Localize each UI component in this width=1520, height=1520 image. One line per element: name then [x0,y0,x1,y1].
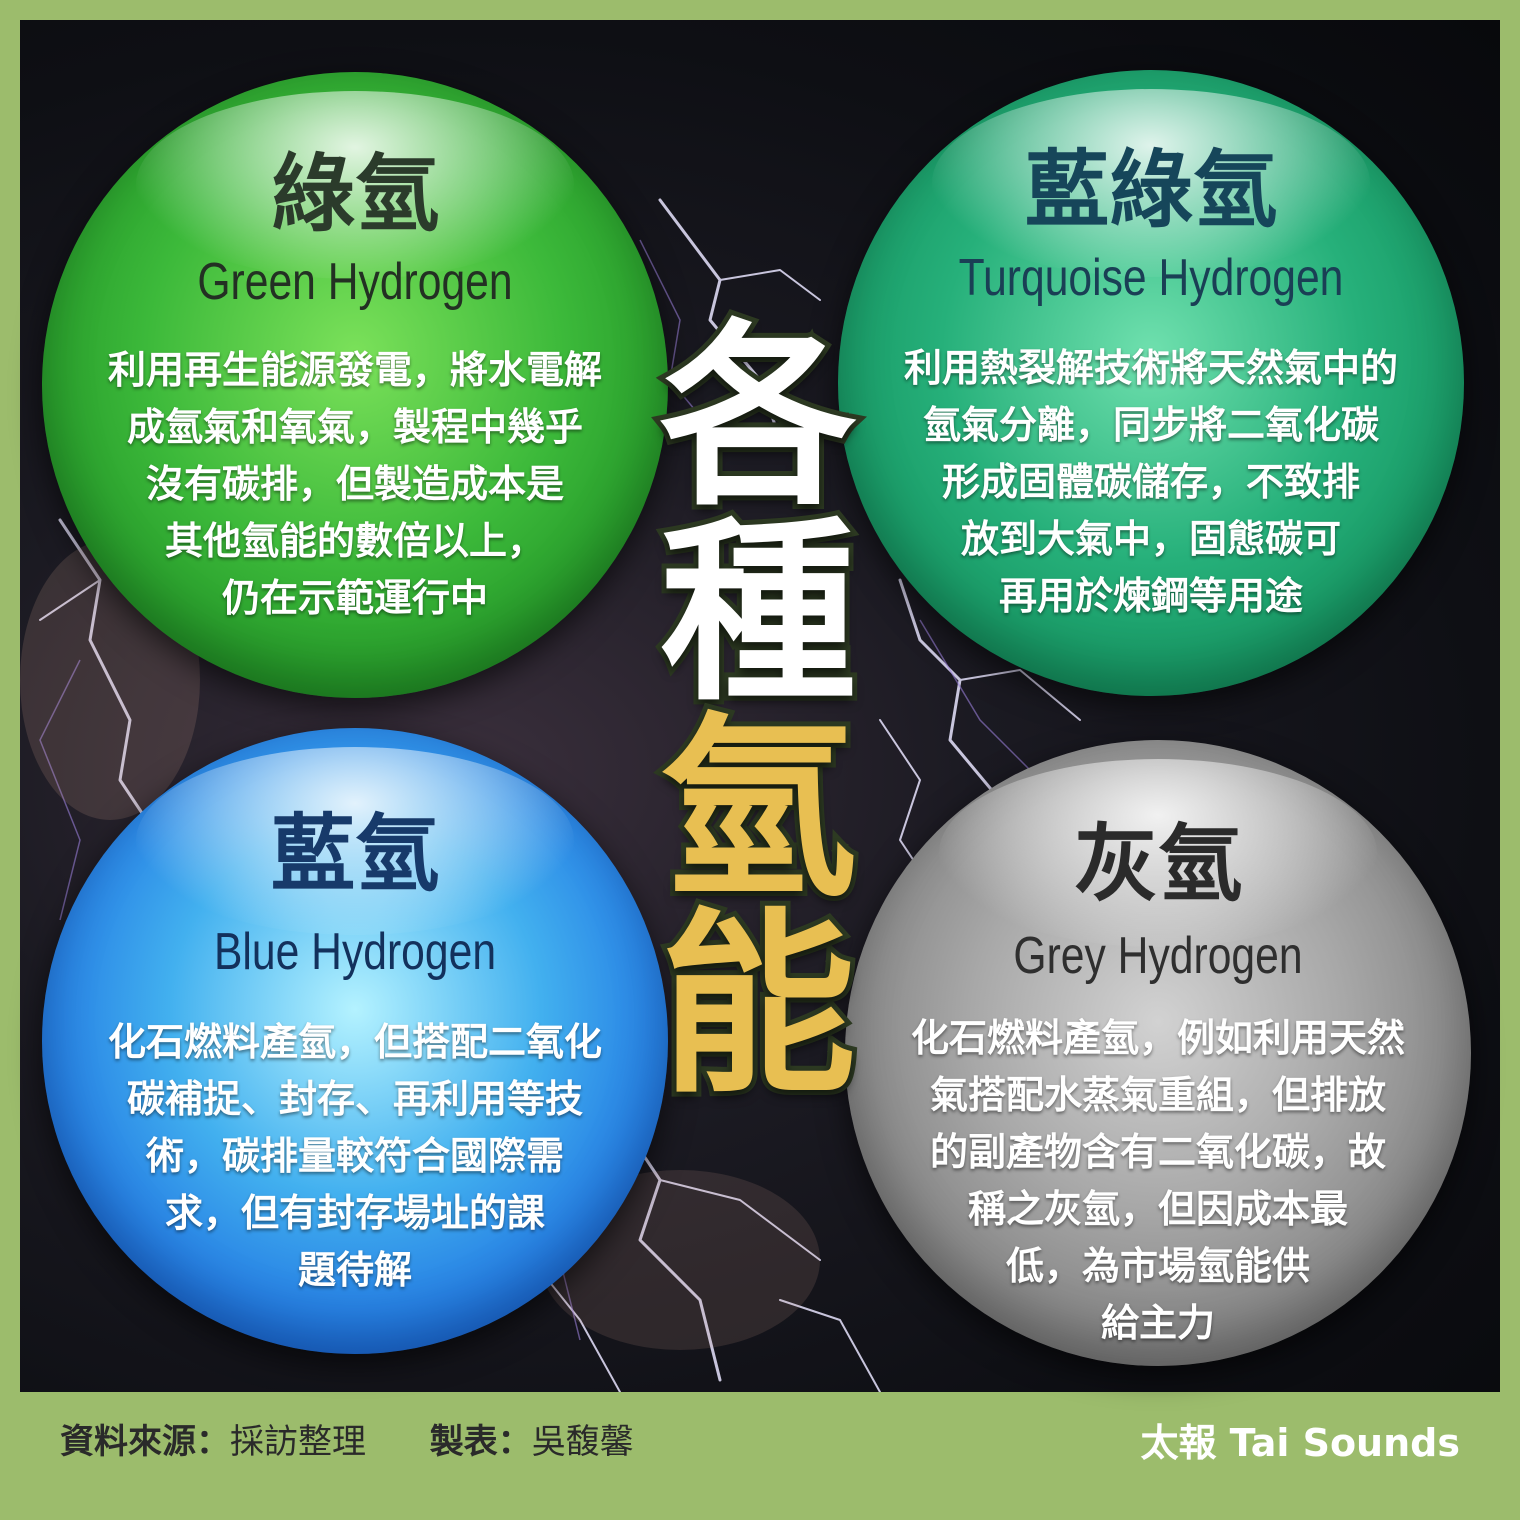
green-hydrogen-en-title: Green Hydrogen [197,253,513,311]
blue-hydrogen-card: 藍氫 Blue Hydrogen 化石燃料產氫，但搭配二氧化 碳補捉、封存、再利… [42,728,668,1354]
grey-hydrogen-card: 灰氫 Grey Hydrogen 化石燃料產氫，例如利用天然 氣搭配水蒸氣重組，… [845,740,1471,1366]
grey-hydrogen-description: 化石燃料產氫，例如利用天然 氣搭配水蒸氣重組，但排放 的副產物含有二氧化碳，故 … [910,1016,1405,1345]
source-label: 資料來源： [60,1422,230,1462]
green-hydrogen-zh-title: 綠氫 [270,145,439,243]
main-title-char-4: 能 [655,892,861,1120]
green-hydrogen-description: 利用再生能源發電，將水電解 成氫氣和氧氣，製程中幾乎 沒有碳排，但製造成本是 其… [107,348,602,620]
source-value: 採訪整理 [230,1422,366,1462]
credits: 資料來源：採訪整理 製表：吳馥馨 [60,1414,634,1463]
turquoise-hydrogen-card: 藍綠氫 Turquoise Hydrogen 利用熱裂解技術將天然氣中的 氫氣分… [838,70,1464,696]
brand-logo: 太報 Tai Sounds [1140,1421,1460,1465]
blue-hydrogen-description: 化石燃料產氫，但搭配二氧化 碳補捉、封存、再利用等技 術，碳排量較符合國際需 求… [107,1020,602,1292]
maker-label: 製表： [429,1422,532,1462]
grey-hydrogen-zh-title: 灰氫 [1073,815,1242,913]
main-title-char-1: 各 [655,304,861,532]
main-title-char-3: 氫 [655,696,861,924]
main-title-char-2: 種 [655,500,861,728]
turquoise-hydrogen-description: 利用熱裂解技術將天然氣中的 氫氣分離，同步將二氧化碳 形成固體碳儲存，不致排 放… [903,346,1398,618]
blue-hydrogen-en-title: Blue Hydrogen [213,923,497,981]
turquoise-hydrogen-en-title: Turquoise Hydrogen [958,249,1344,307]
main-title: 各 種 氫 能 [648,304,868,1120]
blue-hydrogen-zh-title: 藍氫 [270,805,439,903]
maker-value: 吳馥馨 [531,1422,634,1462]
turquoise-hydrogen-zh-title: 藍綠氫 [1024,141,1277,239]
green-hydrogen-card: 綠氫 Green Hydrogen 利用再生能源發電，將水電解 成氫氣和氧氣，製… [42,72,668,698]
grey-hydrogen-en-title: Grey Hydrogen [1013,927,1303,985]
